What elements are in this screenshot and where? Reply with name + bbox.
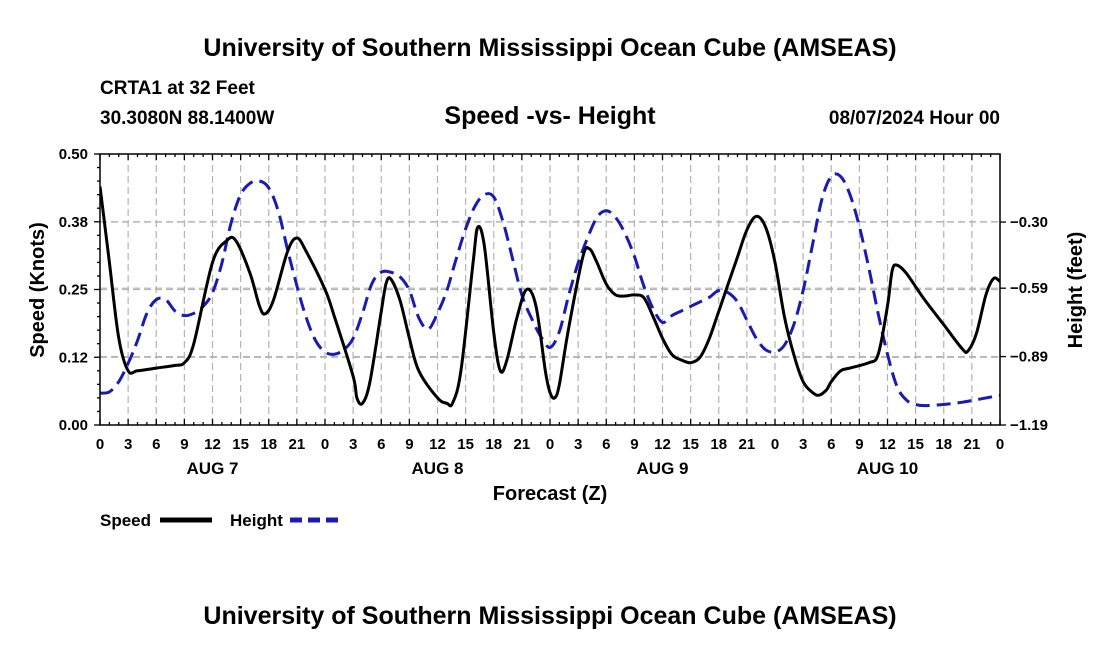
chart-subtitle: Speed -vs- Height xyxy=(444,102,656,130)
series-lines xyxy=(100,172,1000,408)
y-tick-label: 0.25 xyxy=(59,282,88,299)
footer-title: University of Southern Mississippi Ocean… xyxy=(203,602,896,630)
x-tick-label: 3 xyxy=(349,436,357,453)
x-tick-label: 18 xyxy=(260,436,277,453)
day-label: AUG 9 xyxy=(637,459,689,478)
x-tick-label: 0 xyxy=(96,436,104,453)
height-series-line xyxy=(100,172,1000,408)
y2-tick-label: −0.30 xyxy=(1010,214,1048,231)
y2-tick-label: −0.59 xyxy=(1010,280,1048,297)
x-tick-label: 15 xyxy=(682,436,699,453)
x-tick-label: 9 xyxy=(630,436,638,453)
x-tick-label: 15 xyxy=(907,436,924,453)
y2-tick-label: −0.89 xyxy=(1010,349,1048,366)
date-label: 08/07/2024 Hour 00 xyxy=(829,108,1000,129)
x-tick-label: 0 xyxy=(546,436,554,453)
y-tick-label: 0.12 xyxy=(59,349,88,366)
x-tick-label: 9 xyxy=(855,436,863,453)
x-tick-label: 18 xyxy=(710,436,727,453)
x-tick-label: 21 xyxy=(739,436,756,453)
x-tick-label: 0 xyxy=(321,436,329,453)
x-tick-label: 6 xyxy=(602,436,610,453)
x-tick-label: 15 xyxy=(232,436,249,453)
x-tick-label: 15 xyxy=(457,436,474,453)
main-title: University of Southern Mississippi Ocean… xyxy=(203,34,896,62)
y-tick-label: 0.00 xyxy=(59,417,88,434)
x-tick-label: 21 xyxy=(964,436,981,453)
legend-height-label: Height xyxy=(230,511,283,530)
y-tick-label: 0.50 xyxy=(59,146,88,163)
x-tick-label: 18 xyxy=(485,436,502,453)
x-tick-label: 21 xyxy=(514,436,531,453)
x-tick-label: 9 xyxy=(180,436,188,453)
grid-lines xyxy=(100,154,1000,425)
x-tick-label: 6 xyxy=(377,436,385,453)
axis-ticks xyxy=(94,153,1006,426)
legend: Speed Height xyxy=(100,511,342,530)
x-tick-label: 0 xyxy=(996,436,1004,453)
x-tick-label: 21 xyxy=(289,436,306,453)
x-tick-label: 0 xyxy=(771,436,779,453)
speed-series-line xyxy=(100,186,1000,408)
day-label: AUG 8 xyxy=(412,459,464,478)
x-tick-label: 18 xyxy=(935,436,952,453)
x-axis-label: Forecast (Z) xyxy=(493,483,607,505)
x-tick-label: 12 xyxy=(204,436,221,453)
legend-speed-label: Speed xyxy=(100,511,151,530)
x-tick-label: 3 xyxy=(574,436,582,453)
station-label: CRTA1 at 32 Feet xyxy=(100,78,256,99)
x-tick-label: 12 xyxy=(654,436,671,453)
x-tick-label: 6 xyxy=(152,436,160,453)
y-axis-label: Speed (Knots) xyxy=(27,222,49,358)
day-label: AUG 10 xyxy=(857,459,918,478)
y2-axis-label: Height (feet) xyxy=(1065,232,1087,349)
x-tick-label: 12 xyxy=(879,436,896,453)
x-tick-label: 3 xyxy=(124,436,132,453)
x-tick-label: 3 xyxy=(799,436,807,453)
coordinates-label: 30.3080N 88.1400W xyxy=(100,108,274,129)
x-tick-label: 12 xyxy=(429,436,446,453)
y2-tick-label: −1.19 xyxy=(1010,417,1048,434)
x-tick-label: 9 xyxy=(405,436,413,453)
x-tick-label: 6 xyxy=(827,436,835,453)
day-label: AUG 7 xyxy=(187,459,239,478)
tick-labels: 0 3 6 9 12 15 18 21 0 3 6 9 12 15 18 21 0 3 6 9 12 15 18 21 0 3 6 9… xyxy=(59,146,1048,478)
y-tick-label: 0.38 xyxy=(59,214,88,231)
